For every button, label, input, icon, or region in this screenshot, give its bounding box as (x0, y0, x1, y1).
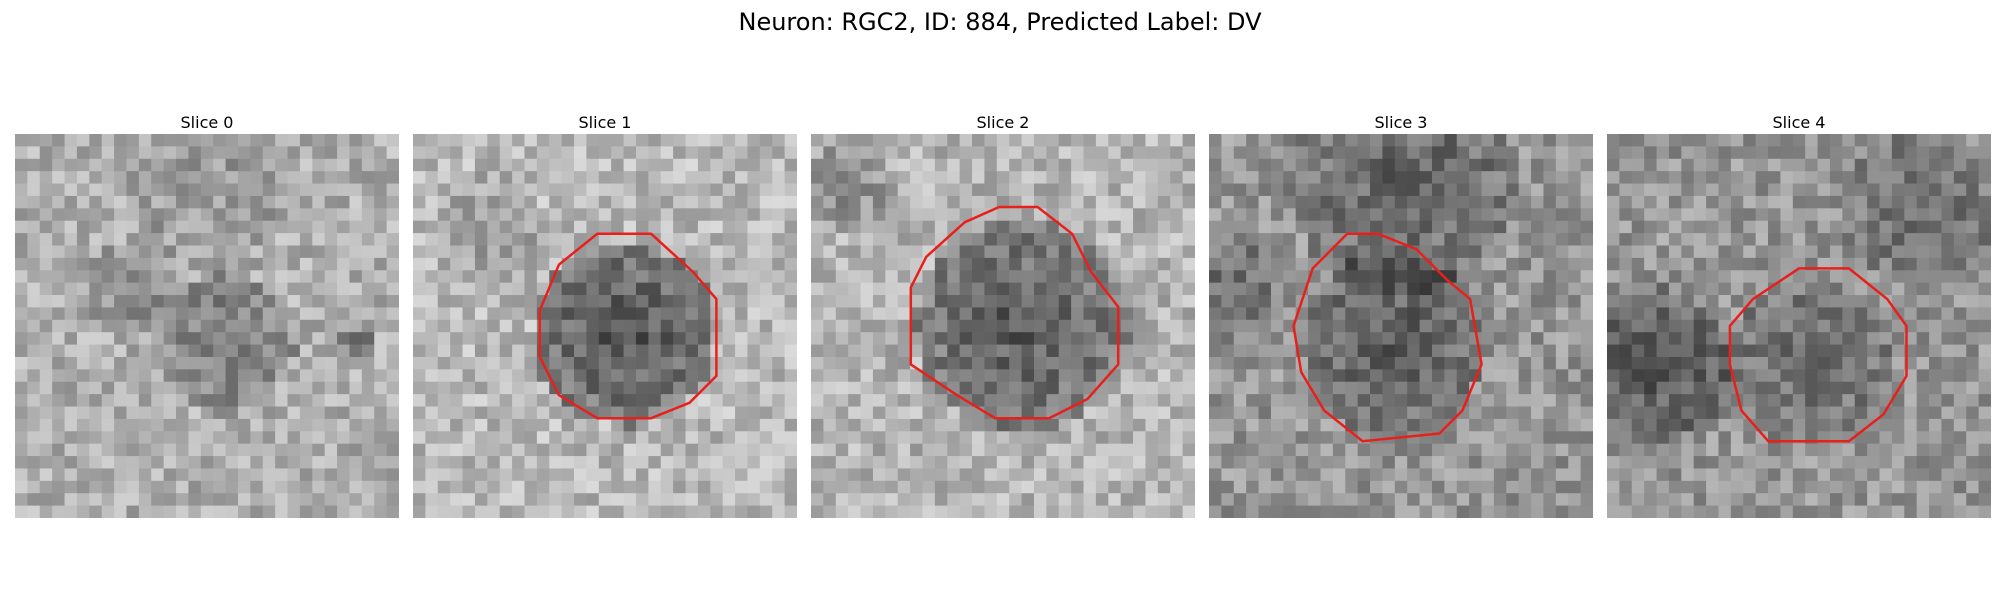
cell-contour (909, 205, 1120, 420)
cell-contour (1728, 267, 1908, 443)
figure-title: Neuron: RGC2, ID: 884, Predicted Label: … (738, 8, 1262, 36)
slice-image (413, 134, 797, 518)
slice-panel-0: Slice 0 (15, 112, 399, 518)
slice-panel-2: Slice 2 (811, 112, 1195, 518)
slice-panel-1: Slice 1 (413, 112, 797, 518)
slice-title: Slice 2 (976, 113, 1030, 132)
cell-contour (1292, 232, 1483, 443)
slice-panel-4: Slice 4 (1607, 112, 1991, 518)
cell-contour (538, 232, 718, 420)
slice-image (1209, 134, 1593, 518)
slice-title: Slice 1 (578, 113, 632, 132)
slice-image (15, 134, 399, 518)
slice-image (811, 134, 1195, 518)
slice-title: Slice 3 (1374, 113, 1428, 132)
slice-title: Slice 4 (1772, 113, 1826, 132)
slice-title: Slice 0 (180, 113, 234, 132)
slice-image (1607, 134, 1991, 518)
slice-panel-3: Slice 3 (1209, 112, 1593, 518)
